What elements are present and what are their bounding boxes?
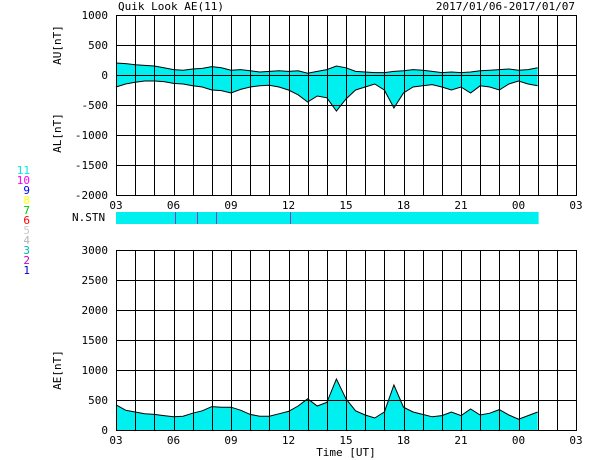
ae-xtick-label: 18: [397, 434, 410, 447]
au-al-series-al: [115, 80, 538, 112]
ae-ylabel: AE[nT]: [51, 350, 64, 390]
ae-ytick-label: 2000: [82, 304, 109, 317]
au-al-xtick-label: 18: [397, 199, 410, 212]
station-legend-item: 7: [23, 204, 30, 217]
station-legend-item: 2: [23, 254, 30, 267]
ae-xtick-label: 12: [282, 434, 295, 447]
au-al-xtick-label: 03: [109, 199, 122, 212]
au-al-ytick-label: -1500: [75, 159, 108, 172]
ae-xtick-label: 15: [339, 434, 352, 447]
ae-ytick-label: 1500: [82, 334, 109, 347]
station-legend-item: 8: [23, 194, 30, 207]
au-al-xtick-label: 09: [224, 199, 237, 212]
ae-ytick-label: 1000: [82, 364, 109, 377]
station-legend-item: 4: [23, 234, 30, 247]
au-al-ytick-label: 0: [101, 69, 108, 82]
ae-ytick-label: 500: [88, 394, 108, 407]
ae-xtick-label: 06: [167, 434, 180, 447]
au-al-series-au: [115, 62, 538, 74]
station-count-strip: N.STN: [72, 211, 539, 224]
al-ylabel: AL[nT]: [51, 113, 64, 153]
station-legend-item: 1: [23, 264, 30, 277]
station-legend-item: 5: [23, 224, 30, 237]
au-al-xtick-label: 21: [454, 199, 467, 212]
ae-frame: [116, 250, 577, 431]
au-al-ytick-label: -500: [82, 99, 109, 112]
nstn-bar: [116, 212, 539, 224]
date-range: 2017/01/06-2017/01/07: [436, 0, 575, 13]
au-al-ytick-label: 500: [88, 39, 108, 52]
au-al-xtick-label: 12: [282, 199, 295, 212]
ae-line: [115, 377, 538, 420]
au-al-ytick-label: -1000: [75, 129, 108, 142]
ae-xtick-label: 03: [569, 434, 582, 447]
station-legend-item: 10: [17, 174, 30, 187]
au-al-grid: [116, 15, 577, 196]
station-legend-item: 3: [23, 244, 30, 257]
station-legend-item: 9: [23, 184, 30, 197]
ae-xtick-label: 03: [109, 434, 122, 447]
au-al-xtick-label: 15: [339, 199, 352, 212]
ae-grid: [116, 250, 577, 431]
ae-xtick-label: 00: [512, 434, 525, 447]
ae-area: [116, 379, 538, 430]
au-al-frame: [116, 15, 577, 196]
au-al-xtick-label: 06: [167, 199, 180, 212]
station-legend-item: 11: [17, 164, 30, 177]
x-axis-label: Time [UT]: [316, 446, 376, 459]
ae-xtick-label: 09: [224, 434, 237, 447]
au-al-ytick-label: -2000: [75, 189, 108, 202]
ae-ytick-label: 2500: [82, 274, 109, 287]
ae-ytick-label: 0: [101, 424, 108, 437]
au-al-xtick-label: 00: [512, 199, 525, 212]
nstn-label: N.STN: [72, 211, 105, 224]
au-al-xtick-label: 03: [569, 199, 582, 212]
station-legend-item: 6: [23, 214, 30, 227]
chart-title: Quik Look AE(11): [118, 0, 224, 13]
ae-xtick-label: 21: [454, 434, 467, 447]
au-ylabel: AU[nT]: [51, 25, 64, 65]
ae-ytick-label: 3000: [82, 244, 109, 257]
au-al-ytick-label: 1000: [82, 9, 109, 22]
